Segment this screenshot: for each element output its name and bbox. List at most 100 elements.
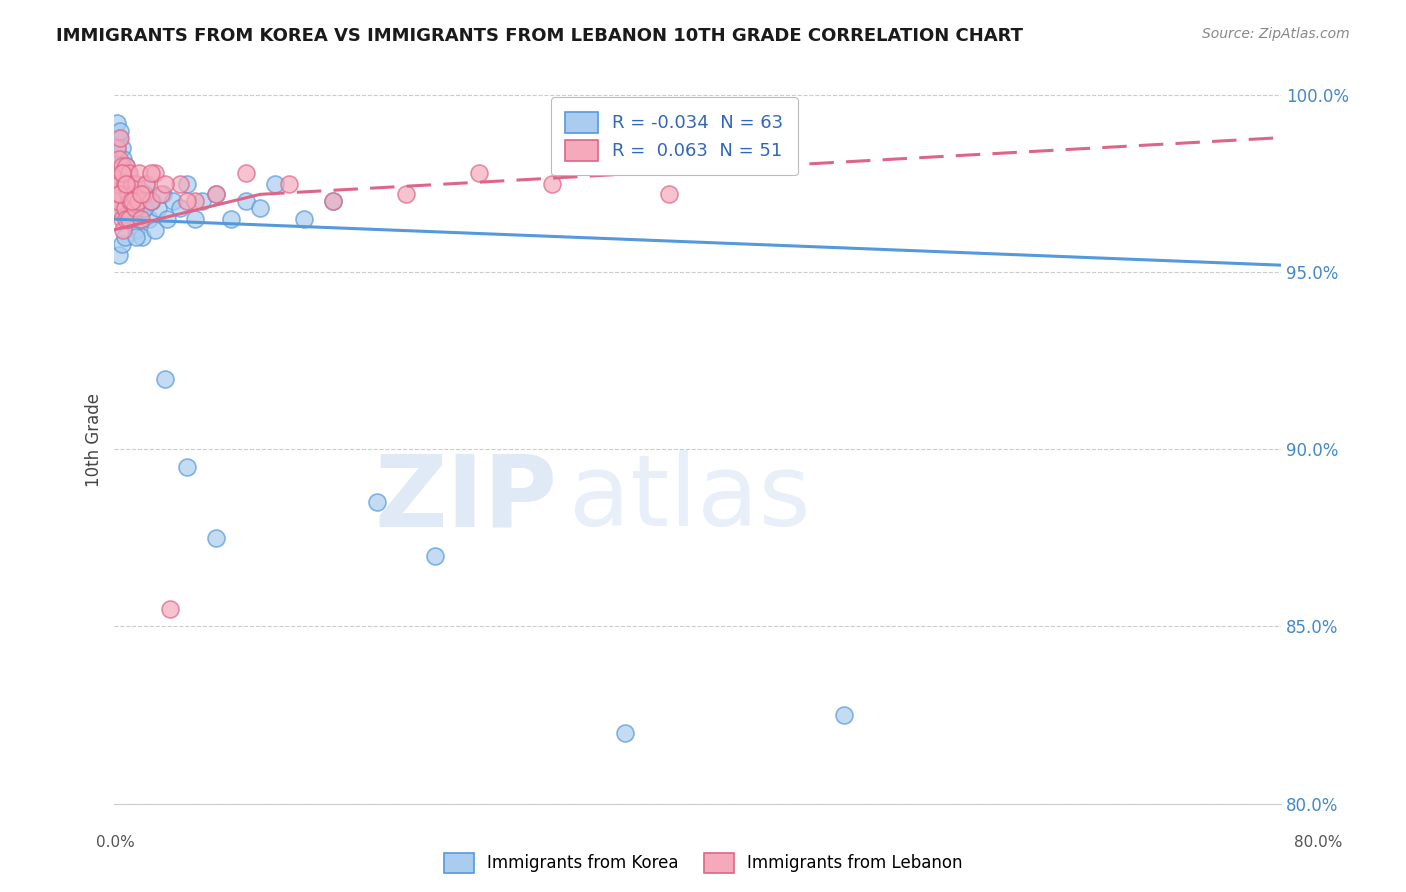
- Point: [159, 601, 181, 615]
- Point: [124, 202, 146, 216]
- Point: [205, 531, 228, 545]
- Point: [117, 166, 139, 180]
- Text: atlas: atlas: [569, 450, 811, 547]
- Point: [127, 194, 149, 209]
- Point: [110, 187, 132, 202]
- Point: [135, 177, 157, 191]
- Point: [139, 194, 162, 209]
- Point: [155, 371, 177, 385]
- Point: [613, 725, 636, 739]
- Point: [657, 187, 679, 202]
- Point: [132, 202, 155, 216]
- Point: [292, 212, 315, 227]
- Point: [150, 187, 173, 202]
- Point: [395, 187, 418, 202]
- Point: [110, 123, 132, 137]
- Point: [139, 194, 162, 209]
- Text: ZIP: ZIP: [375, 450, 558, 547]
- Text: IMMIGRANTS FROM KOREA VS IMMIGRANTS FROM LEBANON 10TH GRADE CORRELATION CHART: IMMIGRANTS FROM KOREA VS IMMIGRANTS FROM…: [56, 27, 1024, 45]
- Point: [832, 708, 855, 723]
- Point: [322, 194, 344, 209]
- Point: [118, 212, 141, 227]
- Point: [120, 177, 142, 191]
- Point: [235, 166, 257, 180]
- Point: [132, 187, 155, 202]
- Point: [205, 187, 228, 202]
- Point: [107, 247, 129, 261]
- Point: [112, 223, 135, 237]
- Point: [322, 194, 344, 209]
- Point: [112, 152, 135, 166]
- Point: [205, 187, 228, 202]
- Point: [115, 212, 138, 227]
- Point: [110, 177, 132, 191]
- Point: [114, 177, 136, 191]
- Point: [115, 159, 138, 173]
- Point: [468, 166, 491, 180]
- Point: [105, 194, 128, 209]
- Point: [156, 212, 179, 227]
- Point: [122, 187, 145, 202]
- Legend: R = -0.034  N = 63, R =  0.063  N = 51: R = -0.034 N = 63, R = 0.063 N = 51: [551, 97, 797, 175]
- Point: [105, 141, 128, 155]
- Point: [143, 223, 166, 237]
- Point: [128, 166, 150, 180]
- Point: [105, 116, 128, 130]
- Point: [138, 212, 160, 227]
- Text: 0.0%: 0.0%: [96, 836, 135, 850]
- Point: [107, 187, 129, 202]
- Point: [235, 194, 257, 209]
- Point: [183, 194, 205, 209]
- Point: [541, 177, 564, 191]
- Point: [117, 187, 139, 202]
- Point: [118, 202, 141, 216]
- Point: [176, 460, 198, 475]
- Point: [125, 230, 148, 244]
- Point: [146, 202, 169, 216]
- Point: [139, 166, 162, 180]
- Point: [263, 177, 285, 191]
- Point: [104, 177, 127, 191]
- Point: [124, 202, 146, 216]
- Point: [125, 177, 148, 191]
- Point: [118, 184, 141, 198]
- Legend: Immigrants from Korea, Immigrants from Lebanon: Immigrants from Korea, Immigrants from L…: [437, 847, 969, 880]
- Point: [129, 187, 152, 202]
- Point: [115, 159, 138, 173]
- Point: [169, 202, 191, 216]
- Point: [122, 187, 145, 202]
- Point: [129, 184, 152, 198]
- Point: [121, 194, 143, 209]
- Point: [278, 177, 301, 191]
- Point: [112, 202, 135, 216]
- Point: [125, 177, 148, 191]
- Point: [169, 177, 191, 191]
- Text: 80.0%: 80.0%: [1295, 836, 1343, 850]
- Point: [134, 202, 156, 216]
- Point: [118, 212, 141, 227]
- Point: [425, 549, 447, 563]
- Point: [111, 187, 134, 202]
- Point: [104, 177, 127, 191]
- Point: [143, 166, 166, 180]
- Point: [107, 152, 129, 166]
- Point: [120, 194, 142, 209]
- Point: [162, 194, 184, 209]
- Point: [111, 141, 134, 155]
- Point: [114, 177, 136, 191]
- Point: [115, 177, 138, 191]
- Point: [121, 194, 143, 209]
- Text: Source: ZipAtlas.com: Source: ZipAtlas.com: [1202, 27, 1350, 41]
- Point: [121, 212, 143, 227]
- Point: [249, 202, 271, 216]
- Point: [132, 187, 155, 202]
- Point: [152, 187, 174, 202]
- Point: [107, 166, 129, 180]
- Point: [141, 194, 163, 209]
- Point: [131, 230, 153, 244]
- Point: [127, 194, 149, 209]
- Point: [125, 223, 148, 237]
- Point: [111, 159, 134, 173]
- Point: [105, 141, 128, 155]
- Point: [118, 166, 141, 180]
